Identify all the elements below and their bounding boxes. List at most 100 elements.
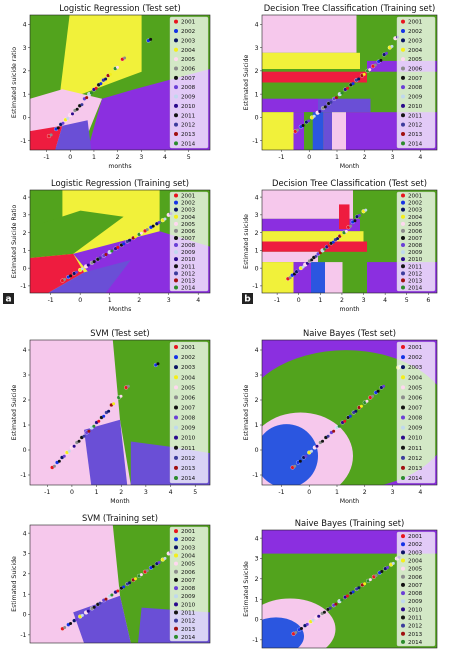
legend-entry: 2001 [408,345,423,351]
legend-marker [174,38,178,43]
data-point [288,276,292,280]
scatter-points [60,212,173,283]
data-point [334,602,338,606]
legend-marker [174,385,178,390]
legend-entry: 2012 [408,271,422,277]
data-point [104,597,108,601]
data-point [139,231,143,235]
data-point [318,251,322,255]
x-tick-label: 0 [307,489,311,496]
x-tick-label: 1 [95,489,99,496]
legend-entry: 2006 [181,66,196,72]
legend-entry: 2012 [408,123,422,129]
legend-entry: 2009 [181,95,196,101]
y-tick-label: 0 [255,115,259,122]
legend-entry: 2011 [181,446,196,452]
legend-entry: 2011 [181,113,196,119]
y-tick-label: 3 [255,556,259,563]
legend-entry: 2008 [408,243,423,249]
data-point [368,68,372,72]
x-tick-label: 4 [196,297,200,304]
x-tick-label: 3 [362,297,366,304]
legend-entry: 2013 [181,466,196,472]
y-axis-label: Estimated Suicide [11,556,18,612]
decision-region [318,98,371,113]
legend-marker [174,355,178,360]
legend-marker [401,385,405,390]
legend-marker [401,66,405,71]
x-tick-label: 4 [418,154,422,161]
legend-marker [401,475,405,480]
legend-marker [401,405,405,410]
legend-entry: 2001 [181,529,196,535]
panel-label-b: b [242,293,253,305]
data-point [357,213,361,217]
legend-entry: 2008 [408,416,423,422]
x-tick-label: 5 [405,297,409,304]
chart-panel-8: Naive Bayes (Training set) -1 0 1 2 3 4 Estimat… [243,518,438,649]
data-point [156,362,160,366]
legend-marker [401,257,405,262]
legend-marker [401,122,405,127]
legend-marker [401,425,405,430]
legend-entry: 2013 [181,627,196,633]
legend-box [396,341,436,484]
legend-entry: 2010 [408,257,423,263]
y-tick-label: 4 [23,22,27,29]
y-axis-label: Estimated suicide [243,214,250,269]
plot-frame [29,339,211,486]
legend-entry: 2005 [408,222,423,228]
legend-entry: 2013 [408,466,423,472]
legend-entry: 2002 [181,201,195,207]
data-point [122,585,126,589]
y-tick-label: 3 [255,212,259,219]
legend-entry: 2009 [408,426,423,432]
legend-entry: 2007 [181,405,196,411]
data-point [321,439,325,443]
data-point [359,404,363,408]
legend-marker [174,285,178,290]
y-tick-label: 0 [23,115,27,122]
y-axis-label: Estimated Suicide [243,561,250,617]
data-point [307,119,311,123]
legend-marker [401,19,405,24]
legend-marker [401,271,405,276]
legend-entry: 2004 [408,559,423,565]
data-point [163,556,167,560]
legend-marker [401,38,405,43]
legend: 2001200220032004200520062007200820092010… [396,16,436,149]
data-point [77,439,81,443]
data-point [104,253,108,257]
data-point [149,37,153,41]
legend-entry: 2003 [408,208,423,214]
legend: 2001200220032004200520062007200820092010… [169,526,209,642]
legend-marker [174,569,178,574]
legend-entry: 2008 [181,586,196,592]
data-point [336,237,340,241]
decision-region [262,218,360,232]
legend-marker [401,355,405,360]
data-point [374,574,378,578]
legend-entry: 2001 [408,20,423,26]
legend-marker [174,47,178,52]
legend-marker [401,534,405,539]
legend-entry: 2008 [408,591,423,597]
decision-region [346,112,381,150]
legend: 2001200220032004200520062007200820092010… [169,191,209,291]
legend-entry: 2004 [408,48,423,54]
data-point [340,233,344,237]
legend-entry: 2004 [408,375,423,381]
data-point [379,58,383,62]
legend-marker [174,207,178,212]
data-point [57,459,61,463]
panel-label-text: b [244,295,251,305]
x-tick-label: -1 [278,489,284,496]
data-point [52,464,56,468]
decision-region [262,15,357,53]
legend-marker [174,243,178,248]
legend-marker [174,193,178,198]
decision-region [262,241,367,252]
data-point [75,107,79,111]
legend-entry: 2006 [181,570,196,576]
legend-marker [174,66,178,71]
